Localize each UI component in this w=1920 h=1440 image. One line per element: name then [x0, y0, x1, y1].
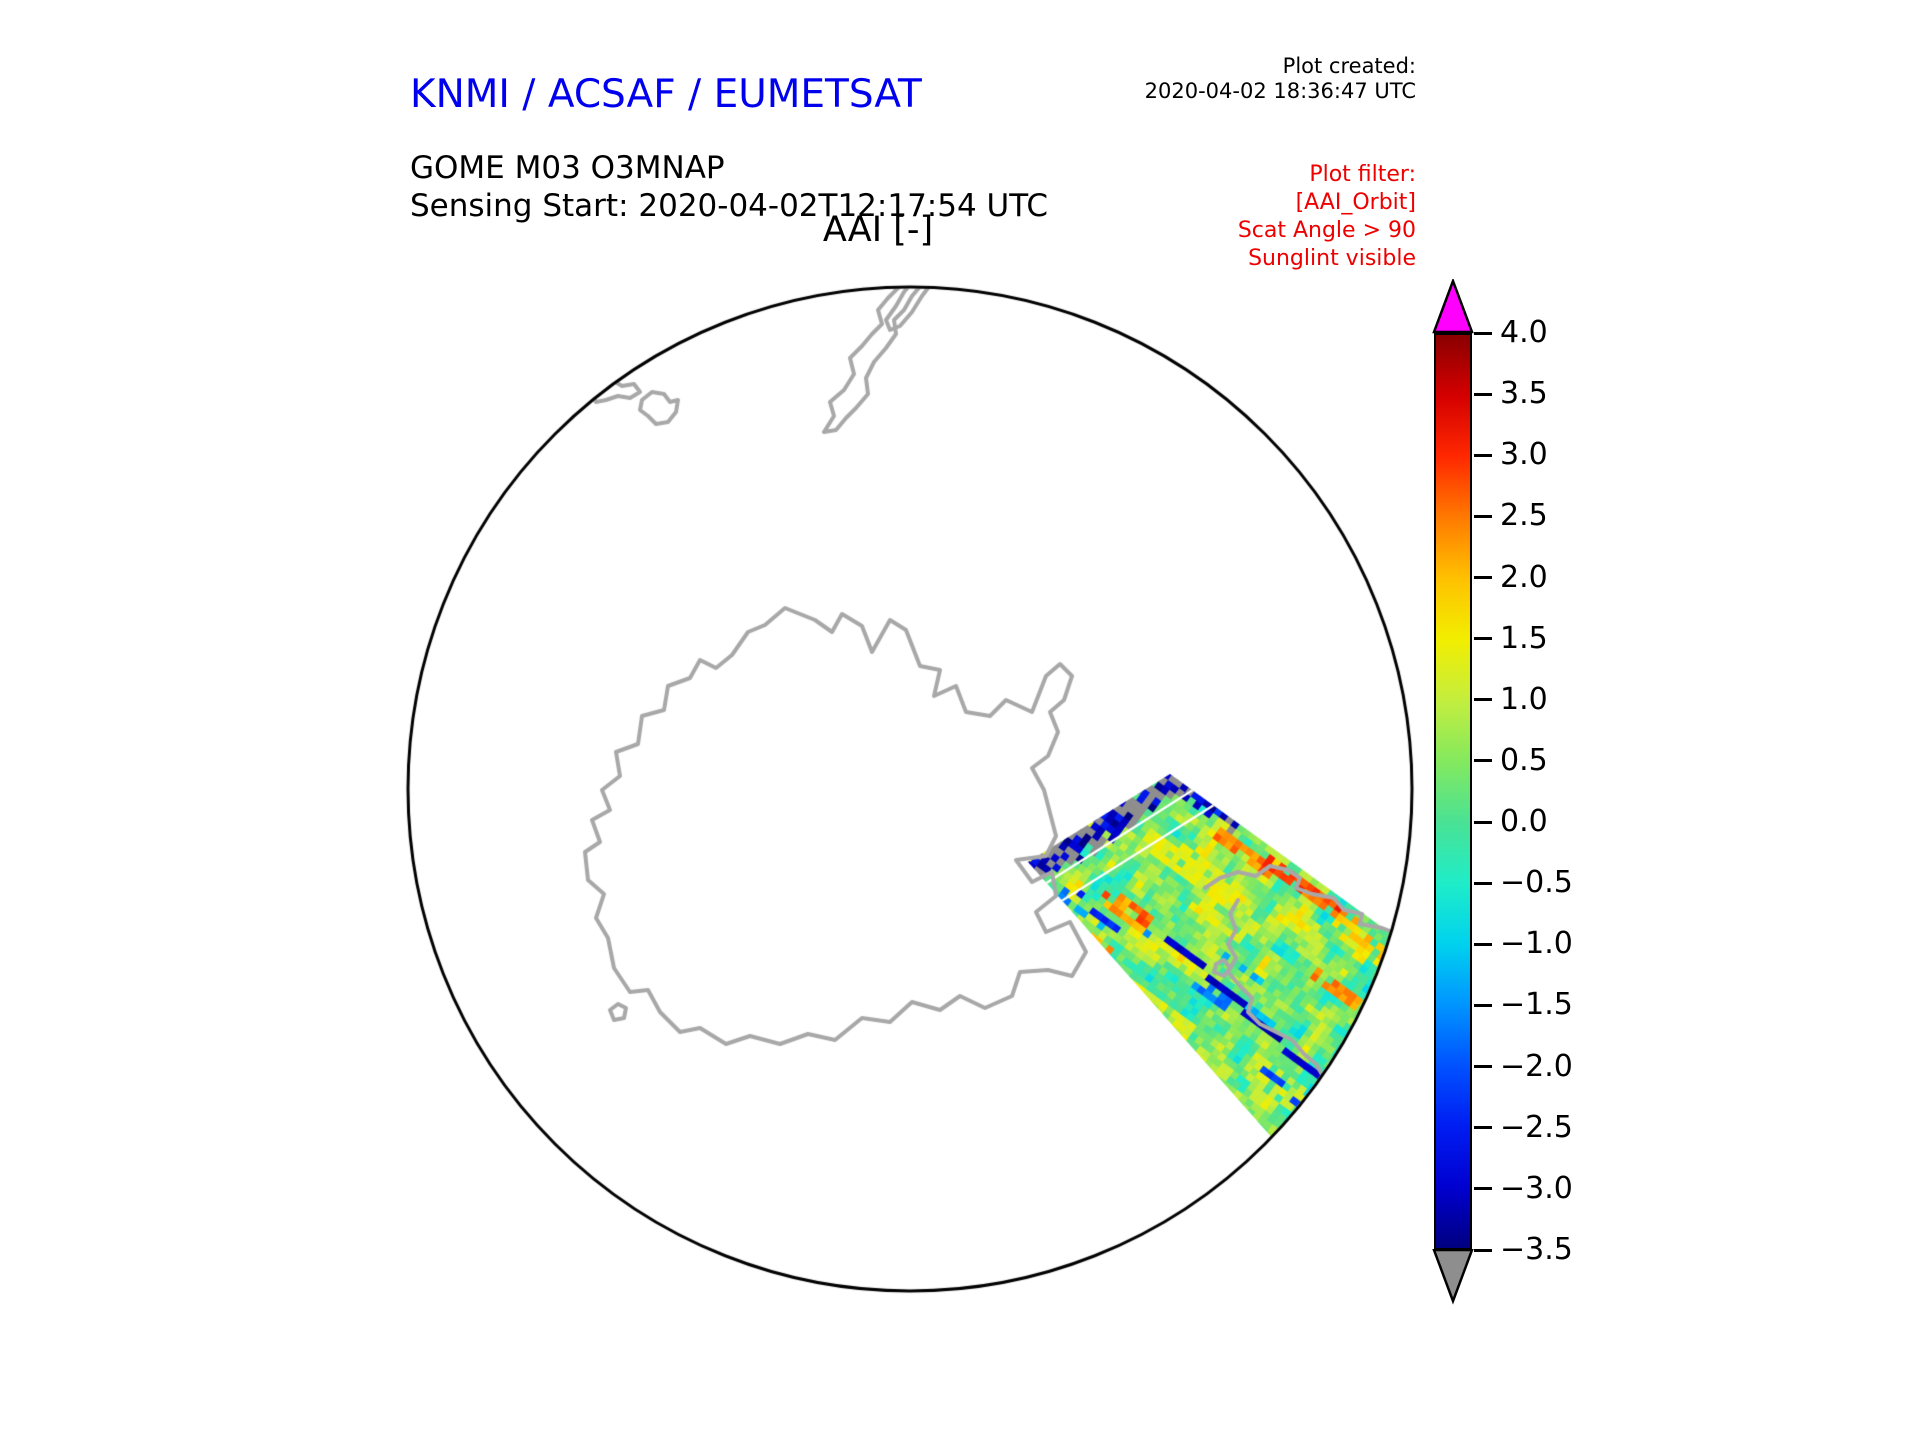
colorbar-tick-line: [1474, 881, 1492, 885]
colorbar-tick-label: 0.5: [1500, 742, 1548, 778]
plot-filter-block: Plot filter: [AAI_Orbit] Scat Angle > 90…: [1238, 161, 1416, 273]
filter-line-4: Sunglint visible: [1248, 246, 1416, 271]
colorbar-tick-line: [1474, 576, 1492, 580]
colorbar-tick-line: [1474, 392, 1492, 396]
filter-line-2: [AAI_Orbit]: [1295, 190, 1416, 215]
colorbar-gradient: [1434, 333, 1472, 1250]
colorbar-tick-label: −0.5: [1500, 865, 1573, 901]
colorbar-tick-label: −3.5: [1500, 1232, 1573, 1267]
colorbar-tick-line: [1474, 1065, 1492, 1069]
colorbar-tick-label: −2.5: [1500, 1109, 1573, 1145]
plot-created-label: Plot created:: [1282, 54, 1416, 78]
colorbar-tick-label: 2.0: [1500, 559, 1548, 595]
colorbar-tick-line: [1474, 514, 1492, 518]
colorbar-tick-label: 2.5: [1500, 498, 1548, 534]
colorbar-tick-label: 4.0: [1500, 315, 1548, 350]
colorbar-tick-label: 0.0: [1500, 804, 1548, 840]
product-title: GOME M03 O3MNAP: [410, 150, 725, 186]
colorbar-tick-line: [1474, 1003, 1492, 1007]
colorbar-tick-label: −2.0: [1500, 1048, 1573, 1084]
colorbar-tick-label: −1.0: [1500, 926, 1573, 962]
colorbar-tick-line: [1474, 1126, 1492, 1130]
colorbar-tick-line: [1474, 820, 1492, 824]
colorbar-tick-label: −3.0: [1500, 1170, 1573, 1206]
colorbar-tick-line: [1474, 942, 1492, 946]
colorbar-tick-label: 1.5: [1500, 620, 1548, 656]
colorbar-tick-line: [1474, 698, 1492, 702]
filter-line-1: Plot filter:: [1309, 162, 1416, 187]
map-title: AAI [-]: [822, 210, 934, 250]
colorbar-tick-label: 1.0: [1500, 681, 1548, 717]
colorbar-under-arrow-icon: [1432, 1249, 1474, 1305]
filter-line-3: Scat Angle > 90: [1237, 218, 1416, 243]
colorbar-tick-line: [1474, 759, 1492, 763]
colorbar-tick-line: [1474, 453, 1492, 457]
colorbar-tick-line: [1474, 331, 1492, 335]
colorbar-over-arrow-icon: [1432, 279, 1474, 334]
colorbar-tick-line: [1474, 1248, 1492, 1252]
plot-created-block: Plot created: 2020-04-02 18:36:47 UTC: [1145, 54, 1416, 104]
colorbar-tick-label: −1.5: [1500, 987, 1573, 1023]
agency-title: KNMI / ACSAF / EUMETSAT: [410, 72, 922, 117]
colorbar-tick-label: 3.0: [1500, 437, 1548, 473]
colorbar-tick-line: [1474, 1187, 1492, 1191]
colorbar-tick-label: 3.5: [1500, 376, 1548, 412]
plot-created-value: 2020-04-02 18:36:47 UTC: [1144, 79, 1416, 103]
sensing-start-line: Sensing Start: 2020-04-02T12:17:54 UTC: [410, 188, 1048, 224]
colorbar-tick-line: [1474, 637, 1492, 641]
